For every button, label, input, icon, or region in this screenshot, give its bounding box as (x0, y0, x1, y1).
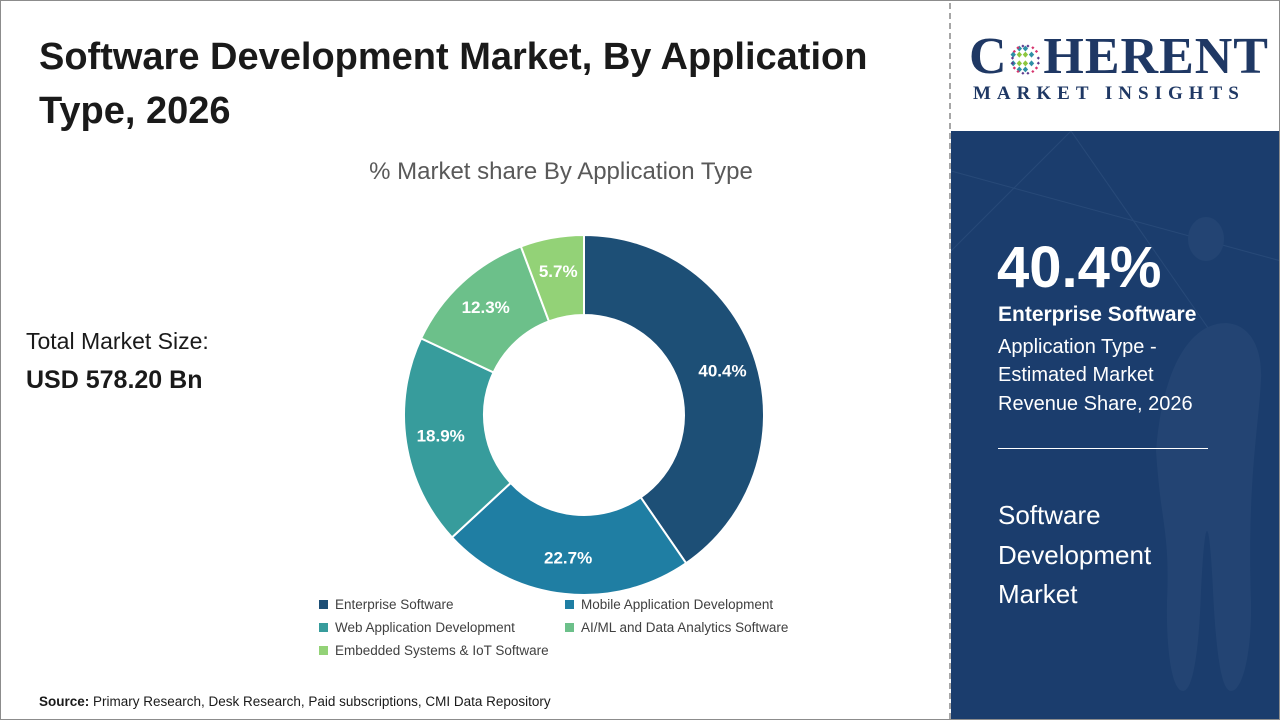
svg-text:22.7%: 22.7% (544, 549, 592, 568)
svg-text:5.7%: 5.7% (539, 262, 578, 281)
svg-text:40.4%: 40.4% (698, 361, 746, 380)
svg-text:18.9%: 18.9% (417, 427, 465, 446)
svg-text:12.3%: 12.3% (462, 298, 510, 317)
